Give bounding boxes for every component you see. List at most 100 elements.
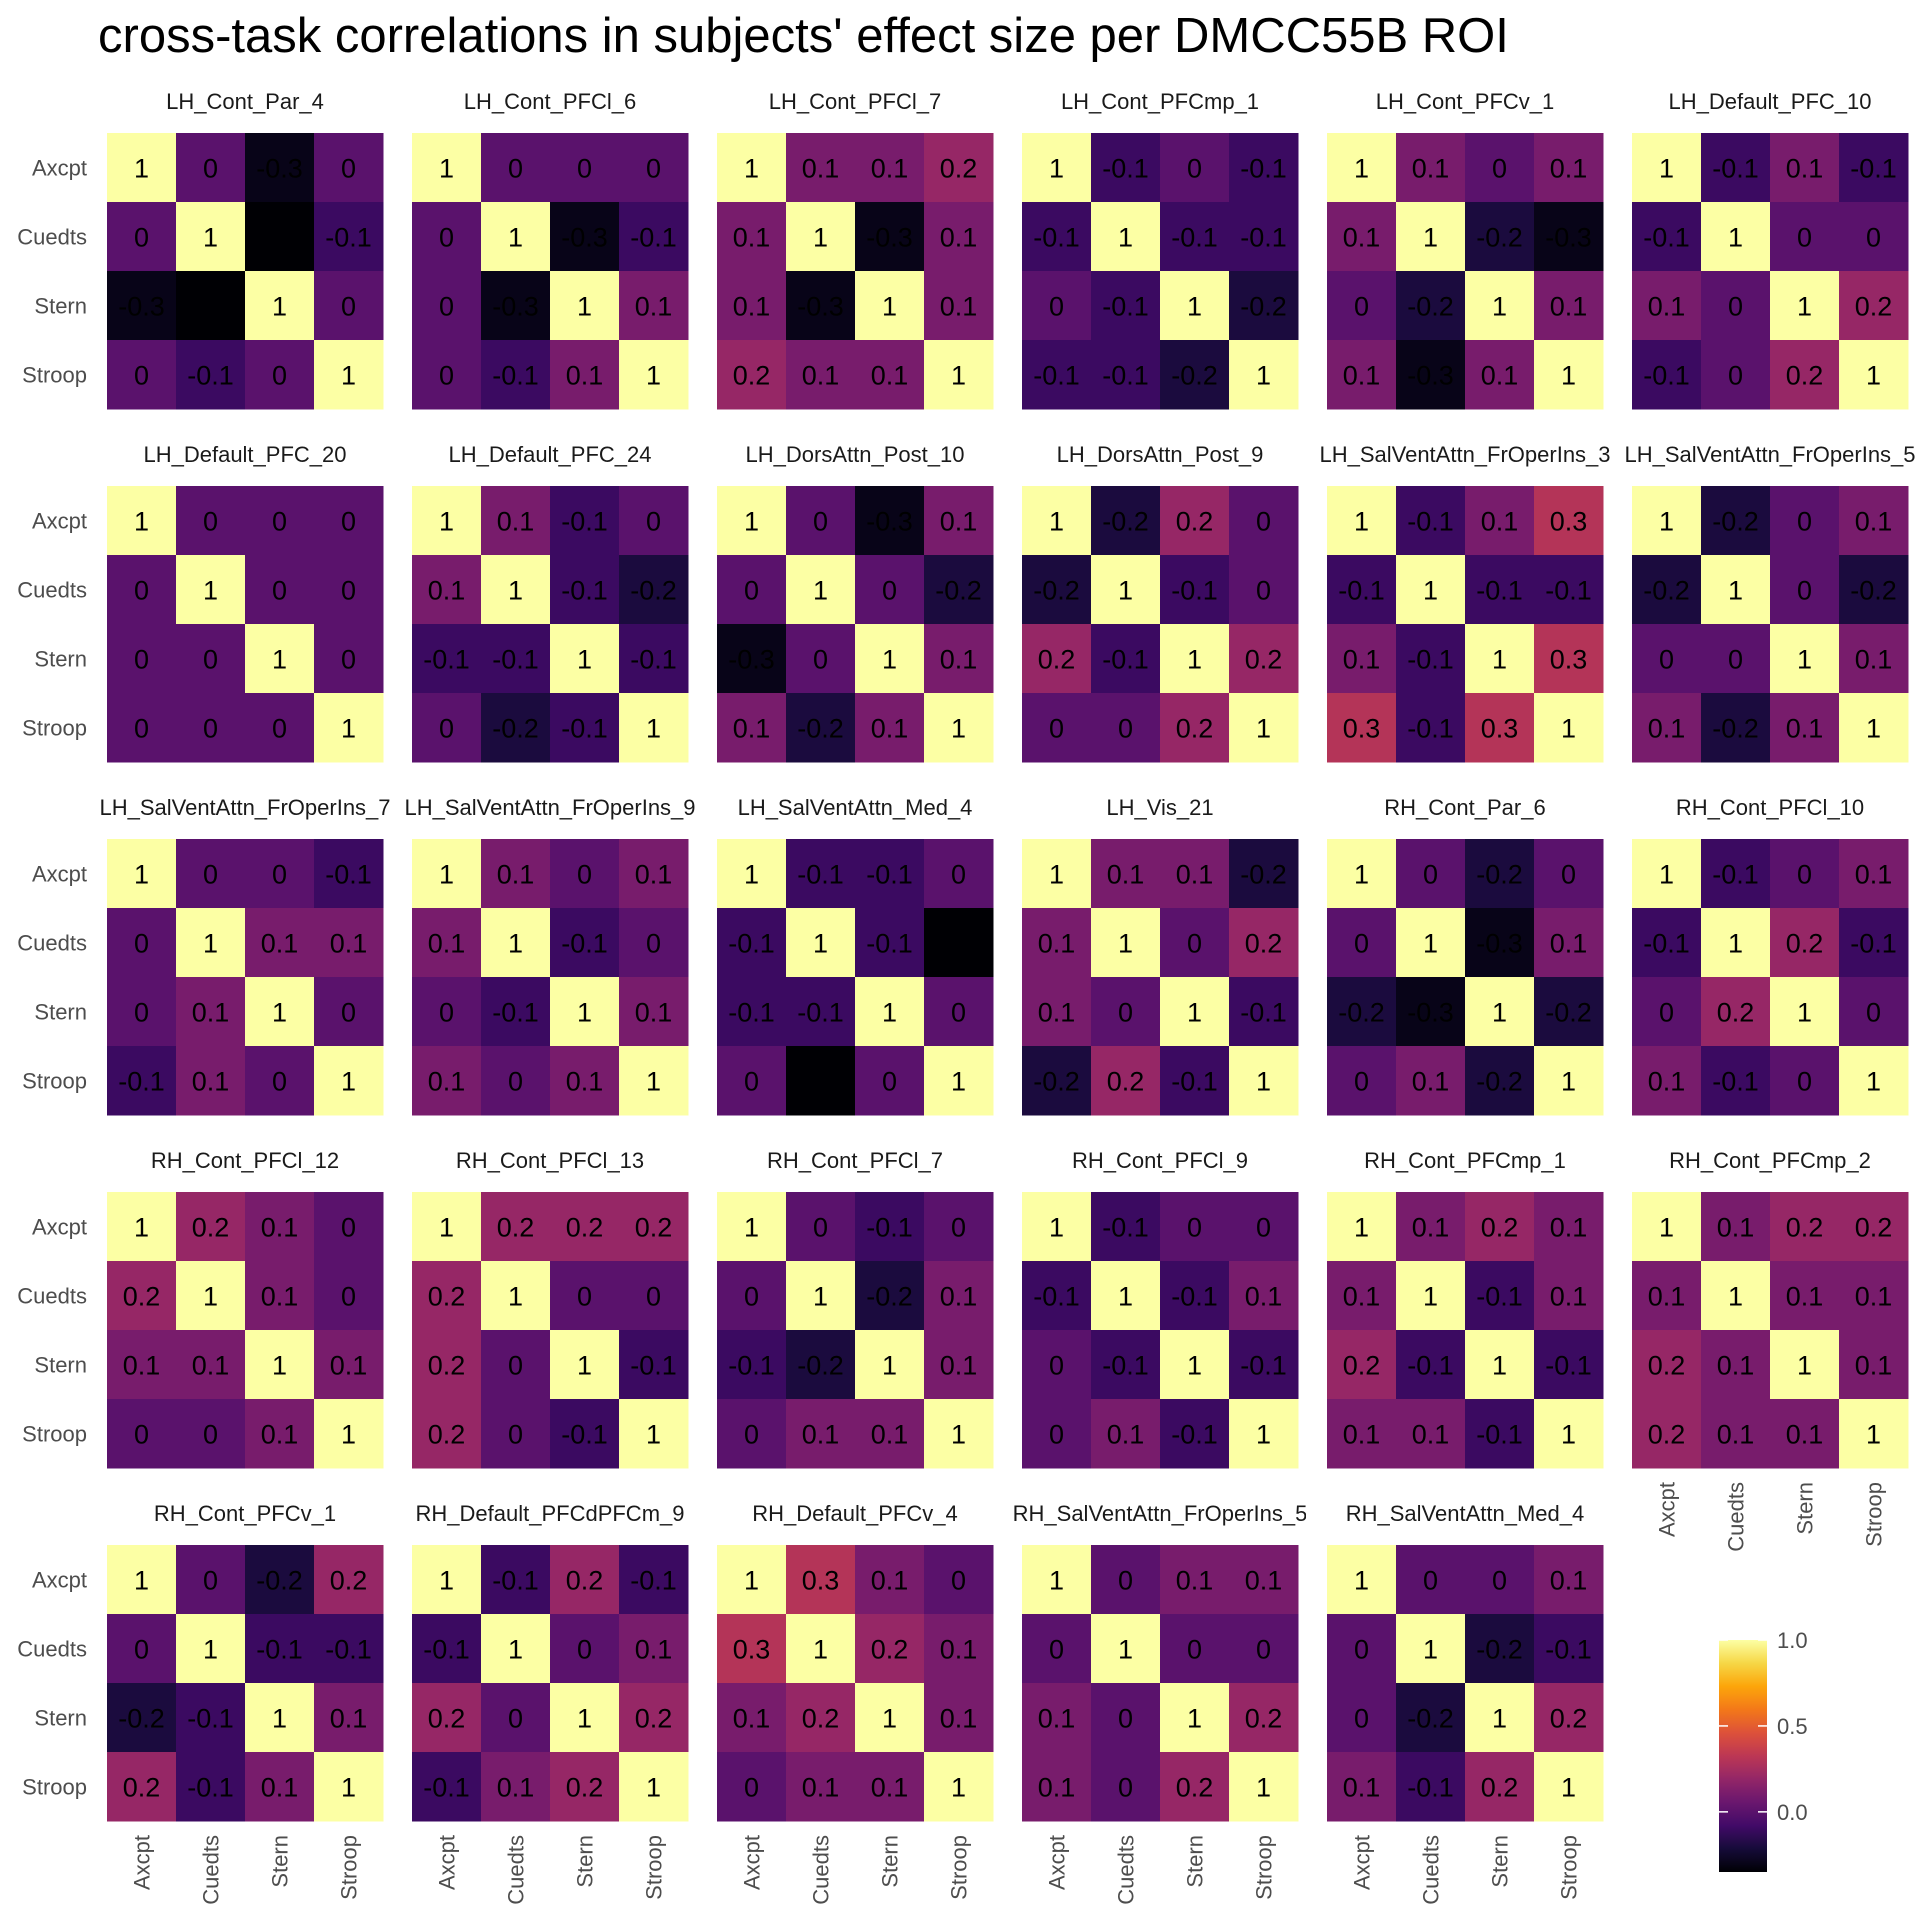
cell-label: 1 [1049, 1566, 1064, 1596]
cell-label: -0.1 [1171, 1420, 1218, 1450]
cell-label: -0.3 [866, 507, 913, 537]
heatmap-cell [412, 1752, 482, 1822]
cell-label: 0 [1797, 223, 1812, 253]
cell-label: -0.1 [1033, 223, 1080, 253]
cell-label: 1 [1659, 507, 1674, 537]
cell-label: 1 [1118, 576, 1133, 606]
cell-label: 0 [951, 1213, 966, 1243]
cell-label: 1 [1187, 998, 1202, 1028]
cell-label: 1 [134, 860, 149, 890]
heatmap-cell [1091, 1399, 1161, 1469]
heatmap-cell [1396, 977, 1466, 1047]
heatmap-cell [1396, 271, 1466, 341]
cell-label: 0 [272, 361, 287, 391]
heatmap-cell [176, 202, 246, 272]
heatmap-cell [1632, 555, 1702, 625]
cell-label: 0 [1256, 1213, 1271, 1243]
heatmap-cell [1770, 133, 1840, 203]
cell-label: 0 [134, 998, 149, 1028]
heatmap-cell [1091, 1046, 1161, 1116]
heatmap-cell [855, 202, 925, 272]
heatmap-cell [314, 1752, 384, 1822]
cell-label: 0.1 [1786, 714, 1824, 744]
heatmap-cell [245, 977, 315, 1047]
heatmap-cell [1534, 977, 1604, 1047]
heatmap-cell [412, 271, 482, 341]
row-label: Stern [34, 1353, 87, 1378]
cell-label: 1 [1492, 1351, 1507, 1381]
cell-label: 1 [951, 1067, 966, 1097]
cell-label: 0.1 [261, 1282, 299, 1312]
cell-label: 0.1 [940, 1282, 978, 1312]
heatmap-cell [1396, 693, 1466, 763]
cell-label: 1 [272, 1704, 287, 1734]
cell-label: 1 [1561, 1420, 1576, 1450]
cell-label: -0.1 [492, 1566, 539, 1596]
cell-label: 1 [882, 1351, 897, 1381]
row-label: Stern [34, 294, 87, 319]
cell-label: 0 [1866, 998, 1881, 1028]
panel-title: LH_Cont_PFCv_1 [1376, 89, 1555, 114]
heatmap-cell [1465, 1752, 1535, 1822]
cell-label: -0.1 [492, 645, 539, 675]
cell-label: 1 [1256, 1773, 1271, 1803]
cell-label: -0.2 [935, 576, 982, 606]
cell-label: 0 [1118, 1704, 1133, 1734]
panel-title: LH_DorsAttn_Post_10 [746, 442, 965, 467]
cell-label: 1 [439, 860, 454, 890]
heatmap-cell [1770, 1046, 1840, 1116]
heatmap-cell [1534, 555, 1604, 625]
cell-label: -0.1 [423, 645, 470, 675]
heatmap-cell [924, 1614, 994, 1684]
cell-label: 0.2 [1343, 1351, 1381, 1381]
cell-label: 0 [1354, 1704, 1369, 1734]
cell-label: 0.2 [566, 1213, 604, 1243]
cell-label: 0.2 [428, 1704, 466, 1734]
chart-title: cross-task correlations in subjects' eff… [98, 9, 1509, 63]
cell-label: 0.1 [871, 714, 909, 744]
heatmap-cell [550, 555, 620, 625]
heatmap-cell [1022, 1192, 1092, 1262]
cell-label: 1 [577, 1351, 592, 1381]
heatmap-cell [619, 693, 689, 763]
cell-label: -0.1 [423, 1773, 470, 1803]
cell-label: 0.1 [1245, 1566, 1283, 1596]
heatmap-cell [1770, 908, 1840, 978]
column-label: Stroop [1862, 1482, 1887, 1547]
heatmap-cell [1465, 1261, 1535, 1331]
cell-label: -0.1 [1033, 361, 1080, 391]
heatmap-cell [107, 202, 177, 272]
heatmap-cell [1839, 133, 1909, 203]
heatmap-cell [1229, 624, 1299, 694]
panel-title: LH_Default_PFC_10 [1668, 89, 1871, 114]
cell-label: -0.3 [1407, 998, 1454, 1028]
heatmap-cell [855, 1614, 925, 1684]
heatmap-cell [717, 693, 787, 763]
column-label: Stroop [1252, 1835, 1277, 1900]
cell-label: 0 [203, 1566, 218, 1596]
heatmap-cell [1022, 133, 1092, 203]
heatmap-cell [786, 1752, 856, 1822]
heatmap-cell [1160, 1545, 1230, 1615]
heatmap-cell [481, 624, 551, 694]
heatmap-cell [412, 977, 482, 1047]
heatmap-cell [1229, 1192, 1299, 1262]
cell-label: 0.2 [497, 1213, 535, 1243]
cell-label: 1 [1492, 292, 1507, 322]
heatmap-cell [1229, 133, 1299, 203]
cell-label: 1 [577, 998, 592, 1028]
cell-label: 0 [1118, 1566, 1133, 1596]
heatmap-cell [1770, 1261, 1840, 1331]
cell-label: 0 [1256, 507, 1271, 537]
cell-label: 1 [203, 1282, 218, 1312]
heatmap-cell [1022, 624, 1092, 694]
cell-label: -0.2 [1643, 576, 1690, 606]
heatmap-cell [1091, 486, 1161, 556]
cell-label: 0 [1187, 929, 1202, 959]
heatmap-cell [717, 908, 787, 978]
heatmap-cell [1160, 1330, 1230, 1400]
cell-label: -0.2 [1102, 507, 1149, 537]
heatmap-cell [176, 1399, 246, 1469]
panel-title: RH_Cont_PFCl_7 [767, 1148, 943, 1173]
heatmap-cell [1465, 1614, 1535, 1684]
